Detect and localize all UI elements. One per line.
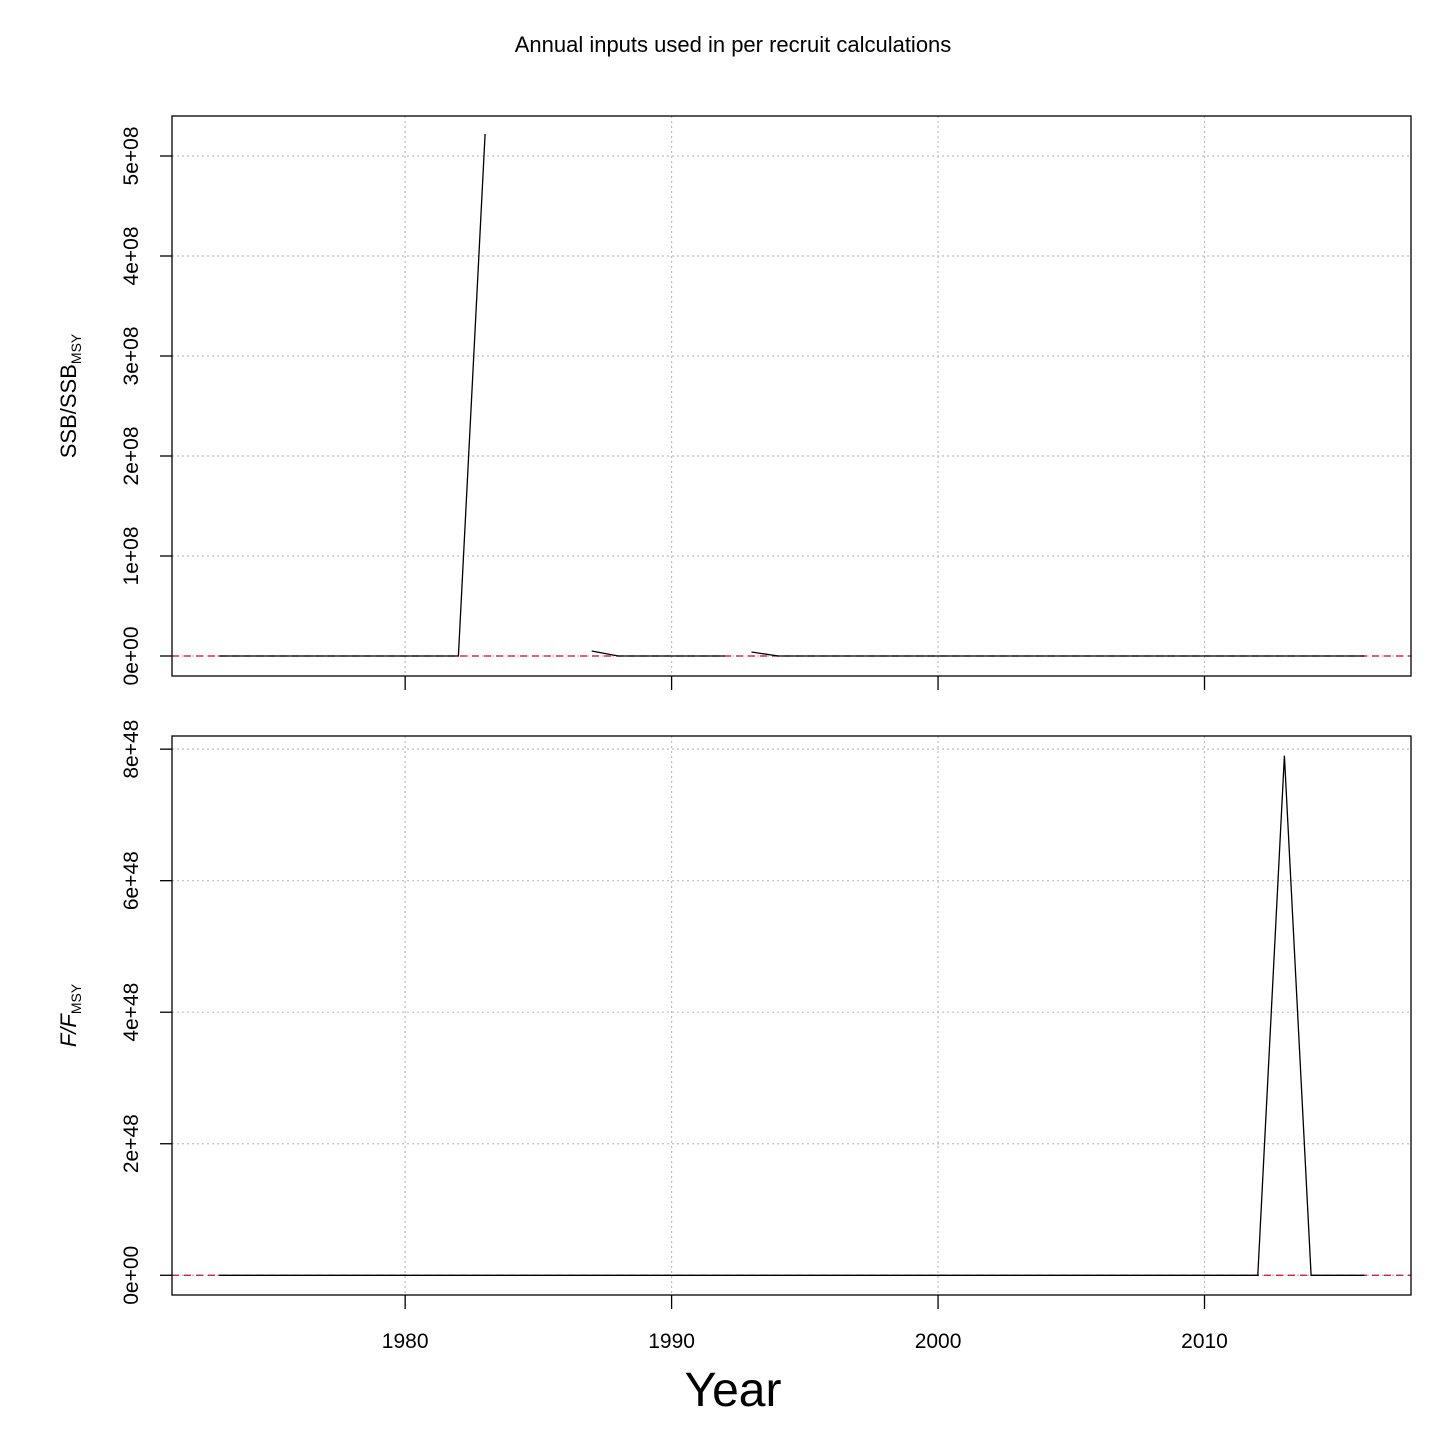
y-tick-label: 1e+08 xyxy=(120,527,143,586)
y-axis-label-main: SSB/SSB xyxy=(56,364,81,458)
x-tick-label: 2000 xyxy=(915,1330,962,1353)
y-tick-label: 8e+48 xyxy=(120,720,143,779)
x-tick-label: 1980 xyxy=(382,1330,429,1353)
y-tick-label: 2e+48 xyxy=(120,1114,143,1173)
y-tick-label: 5e+08 xyxy=(120,127,143,186)
y-tick-label: 4e+08 xyxy=(120,227,143,286)
panel-2: 0e+00 2e+48 4e+48 6e+48 8e+48 1980 1990 2000 201… xyxy=(56,720,1412,1353)
y-axis-label-subscript: MSY xyxy=(68,333,84,364)
panels-group: 0e+001e+082e+083e+084e+085e+08SSB/SSBMSY… xyxy=(56,115,1412,1353)
y-tick-label: 2e+08 xyxy=(120,427,143,486)
y-tick-label: 3e+08 xyxy=(120,327,143,386)
series-line xyxy=(218,133,486,657)
x-axis-label: Year xyxy=(685,1364,782,1417)
y-tick-label: 4e+48 xyxy=(120,983,143,1042)
panel-1: 0e+00 1e+08 2e+08 3e+08 4e+08 5e+08 SSB/SSBMSY xyxy=(56,115,1412,690)
y-axis-label-main: F/F xyxy=(56,1013,81,1048)
y-tick-label: 6e+48 xyxy=(120,851,143,910)
y-tick-label: 0e+00 xyxy=(120,627,143,686)
series-line xyxy=(218,755,1365,1276)
y-tick-label: 0e+00 xyxy=(120,1246,143,1305)
chart-title: Annual inputs used in per recruit calcul… xyxy=(515,32,952,57)
series-line xyxy=(751,651,1365,657)
plot-frame xyxy=(171,735,1412,1296)
y-axis-label: SSB/SSBMSY xyxy=(56,333,84,458)
y-axis-label-subscript: MSY xyxy=(68,983,84,1014)
series-line xyxy=(591,650,725,657)
y-axis-label: F/FMSY xyxy=(56,983,84,1047)
plot-frame xyxy=(171,115,1412,677)
x-tick-label: 2010 xyxy=(1181,1330,1228,1353)
x-tick-label: 1990 xyxy=(648,1330,695,1353)
